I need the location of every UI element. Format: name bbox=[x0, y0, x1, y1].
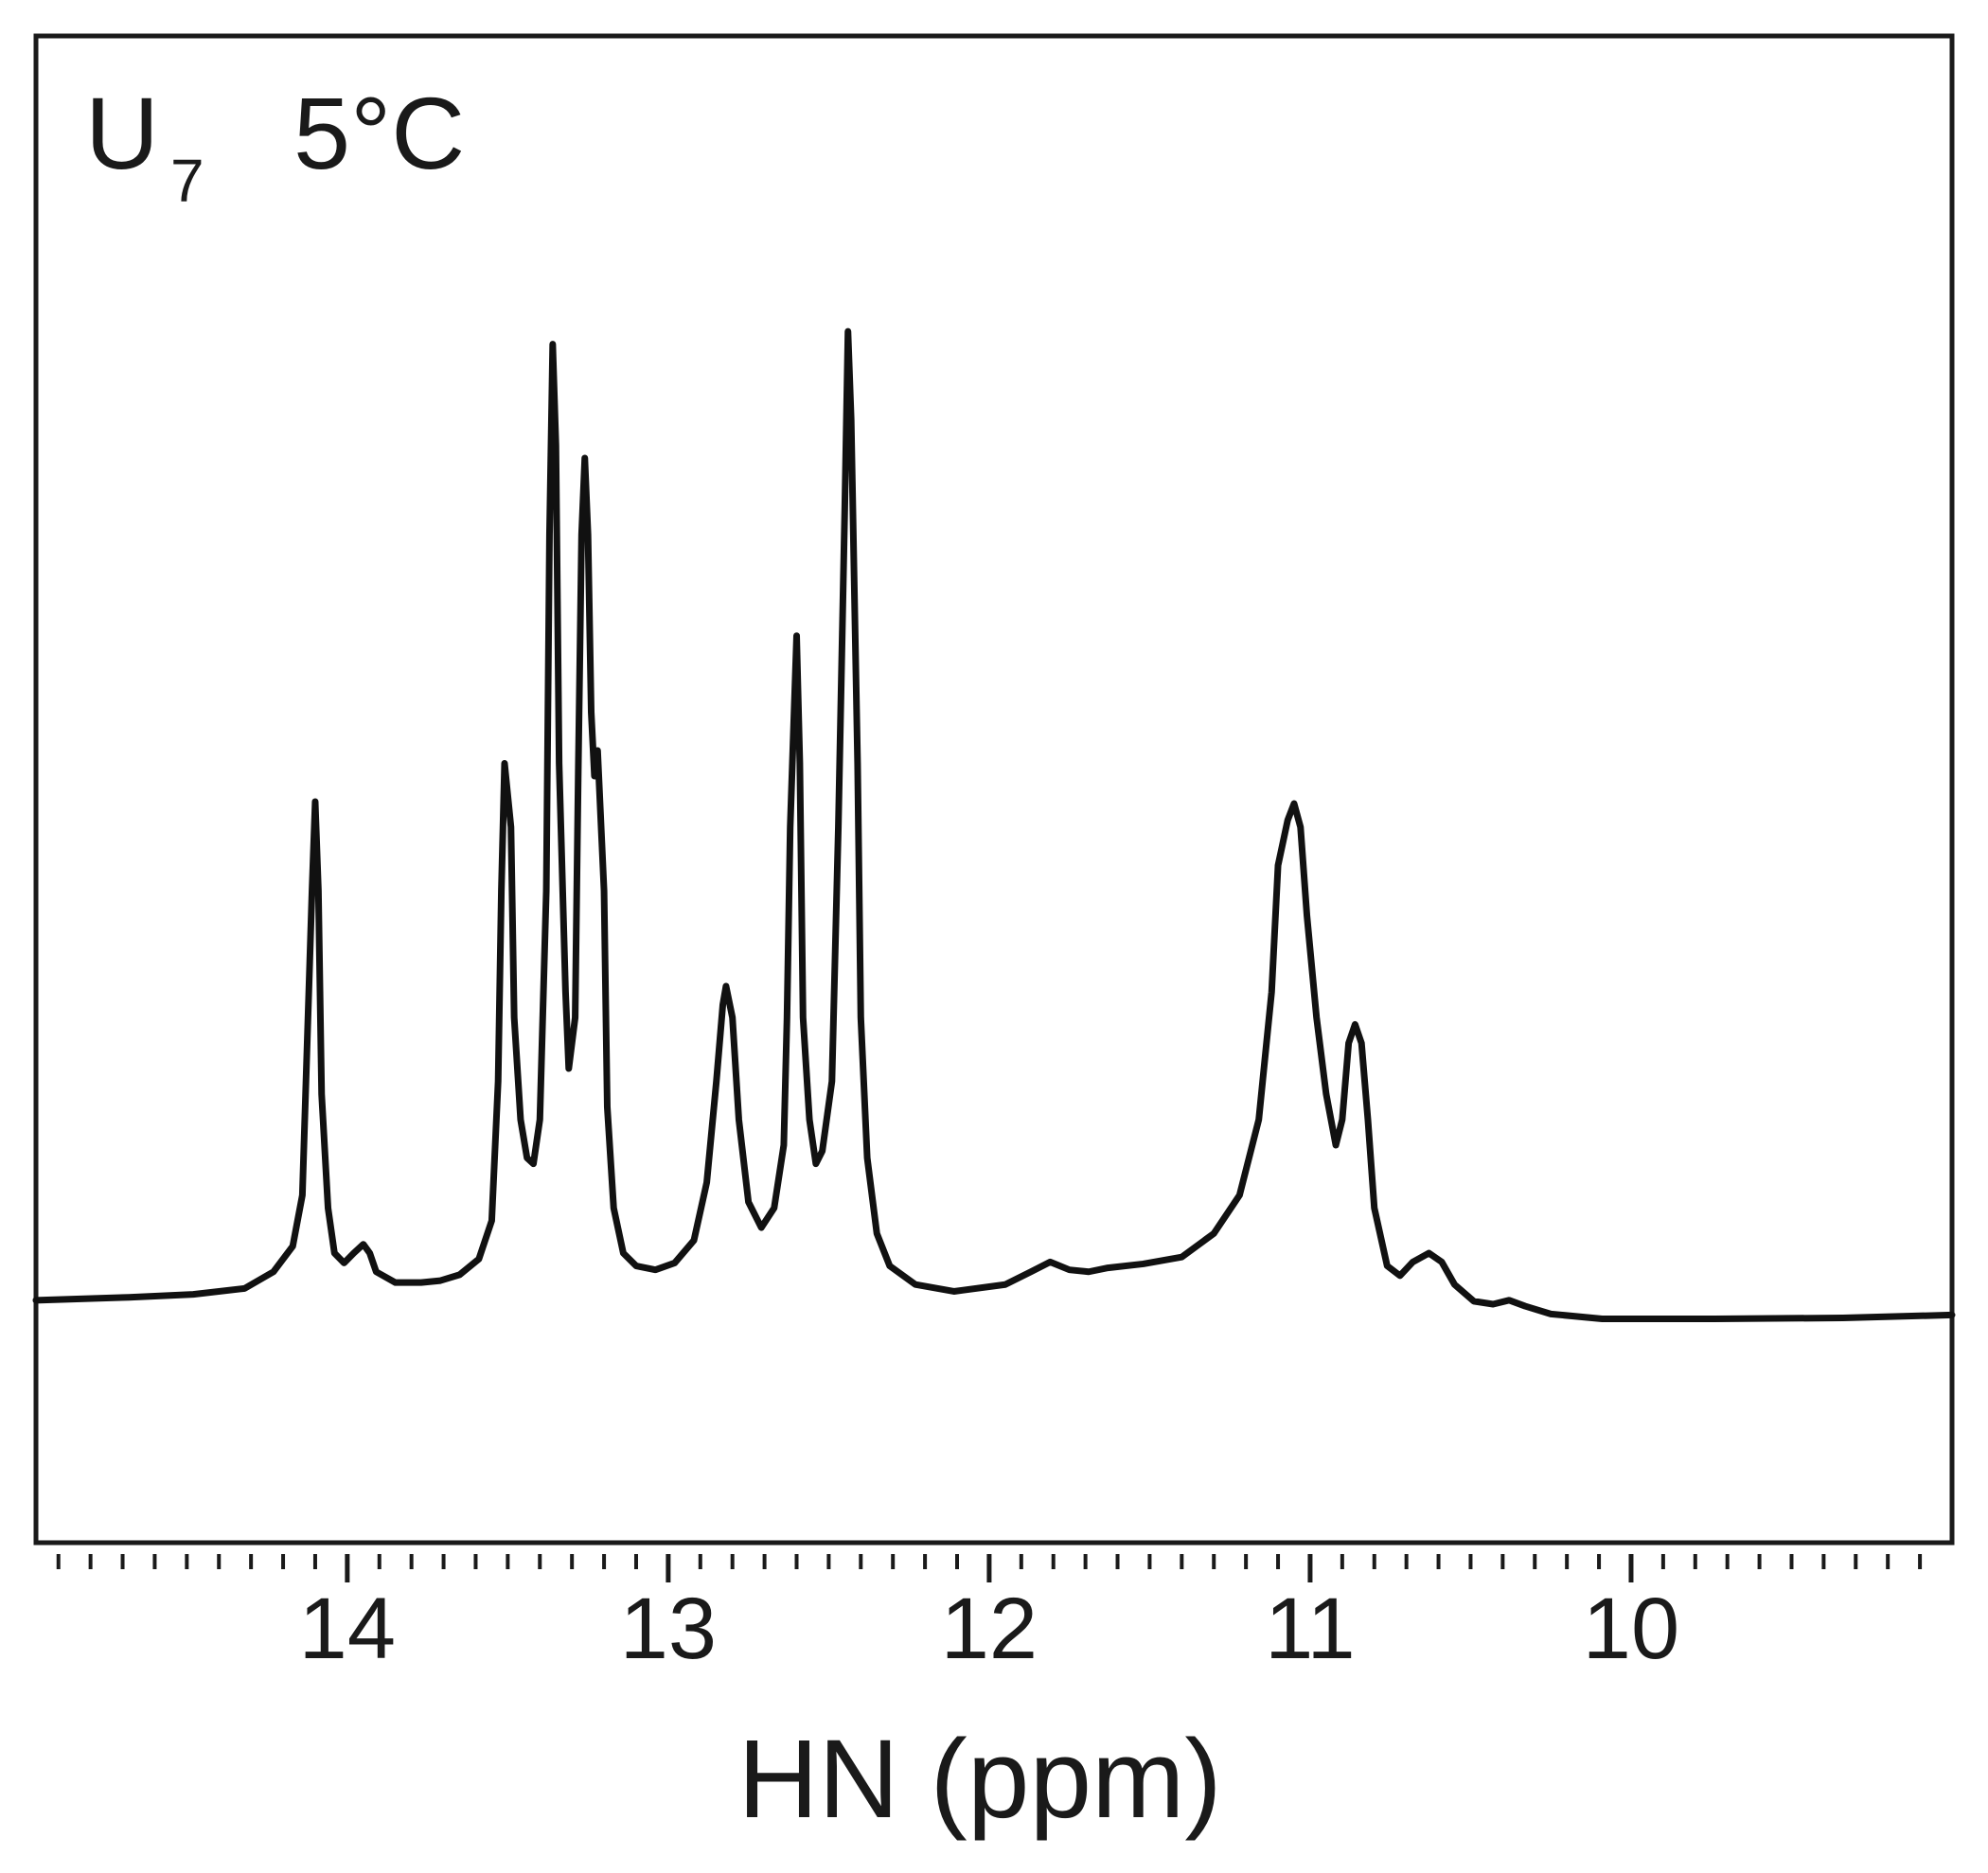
x-axis-title: HN (ppm) bbox=[737, 1717, 1221, 1842]
plot-frame bbox=[33, 33, 1955, 1546]
x-tick-label: 11 bbox=[1265, 1581, 1356, 1677]
x-tick-label: 13 bbox=[620, 1581, 717, 1677]
x-tick-label: 12 bbox=[941, 1581, 1038, 1677]
sample-label-subscript: 7 bbox=[170, 147, 204, 215]
sample-label: U bbox=[85, 76, 159, 190]
x-tick-label: 14 bbox=[299, 1581, 396, 1677]
temperature-label: 5°C bbox=[293, 76, 465, 190]
spectrum-line bbox=[32, 327, 1956, 1323]
x-tick-label: 10 bbox=[1583, 1581, 1679, 1677]
